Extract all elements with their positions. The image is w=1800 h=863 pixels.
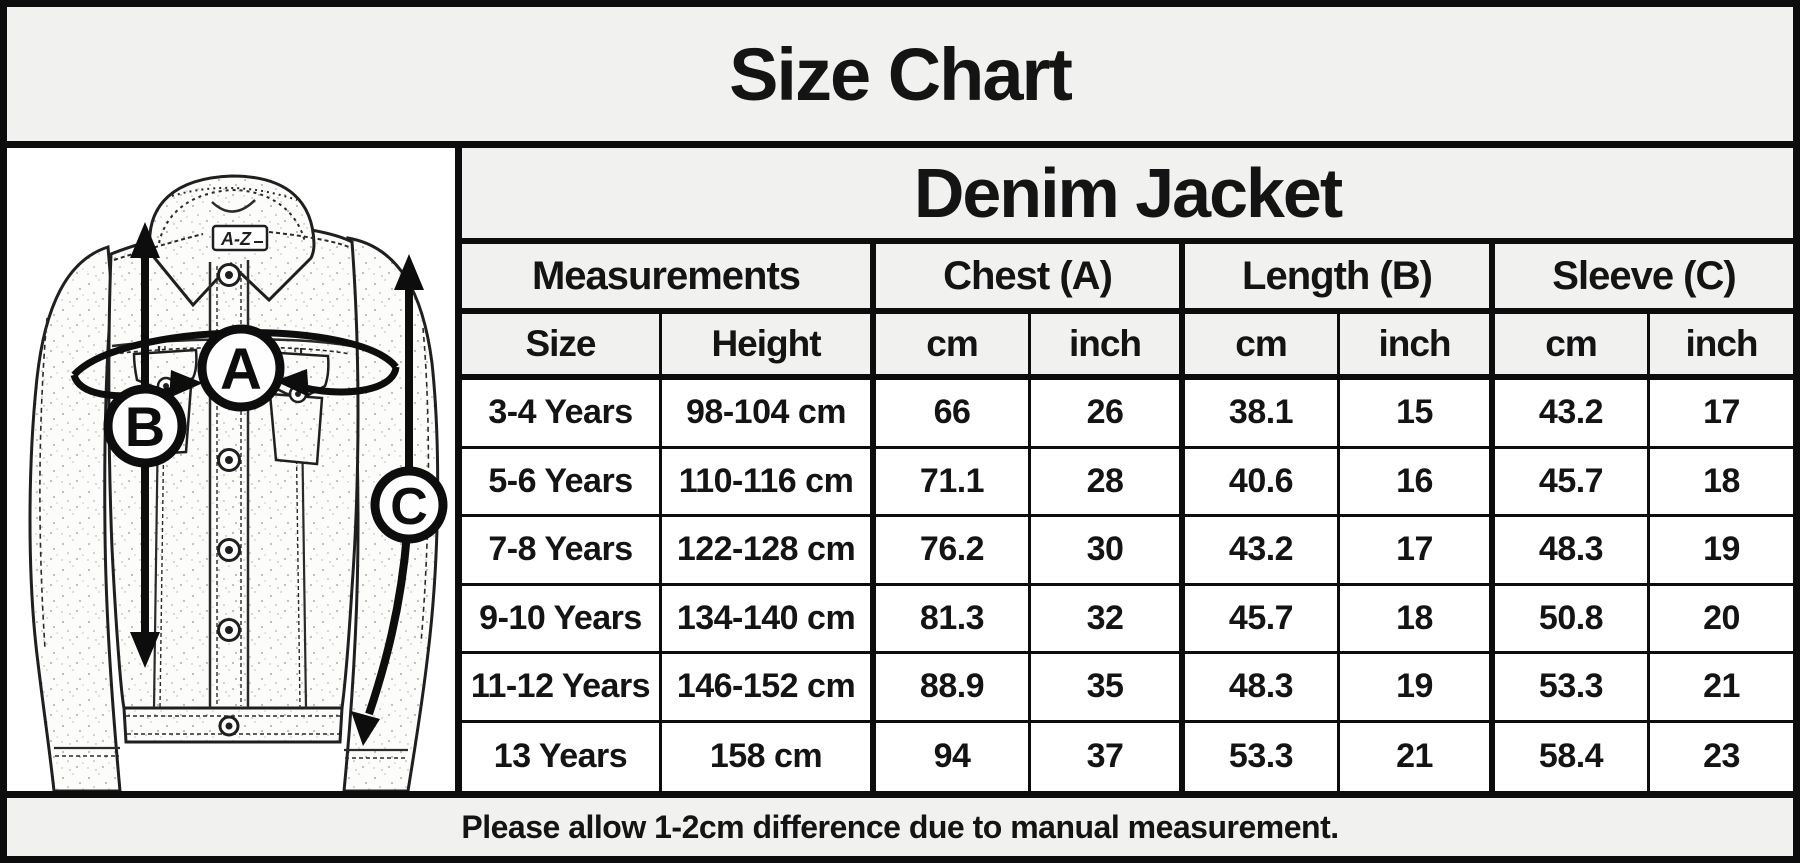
table-cell: 18: [1340, 585, 1495, 654]
arrow-a-left-head: [169, 370, 203, 398]
jacket-illustration: A-Z: [28, 174, 448, 791]
col-header-sleeve-cm: cm: [1495, 314, 1650, 380]
product-title: Denim Jacket: [462, 148, 1793, 244]
table-cell: 40.6: [1185, 448, 1340, 517]
table-cell: 5-6 Years: [462, 448, 662, 517]
col-header-height: Height: [662, 314, 876, 380]
measurement-disclaimer: Please allow 1-2cm difference due to man…: [461, 808, 1339, 845]
table-cell: 110-116 cm: [662, 448, 876, 517]
col-header-size: Size: [462, 314, 662, 380]
table-cell: 35: [1031, 654, 1185, 723]
col-header-sleeve-inch: inch: [1650, 314, 1793, 380]
table-cell: 28: [1031, 448, 1185, 517]
table-cell: 45.7: [1185, 585, 1340, 654]
table-cell: 43.2: [1495, 380, 1650, 449]
label-b: B: [125, 395, 165, 458]
arrow-a-right-head: [275, 369, 309, 397]
table-cell: 48.3: [1495, 517, 1650, 586]
table-cell: 26: [1031, 380, 1185, 449]
table-cell: 13 Years: [462, 722, 662, 791]
brand-label: A-Z: [211, 224, 269, 252]
table-cell: 18: [1650, 448, 1793, 517]
group-header-sleeve: Sleeve (C): [1495, 244, 1793, 314]
table-cell: 3-4 Years: [462, 380, 662, 449]
table-cell: 146-152 cm: [662, 654, 876, 723]
table-cell: 32: [1031, 585, 1185, 654]
measurement-labels: A B C: [103, 324, 448, 544]
table-cell: 158 cm: [662, 722, 876, 791]
table-cell: 15: [1340, 380, 1495, 449]
table-cell: 43.2: [1185, 517, 1340, 586]
table-cell: 21: [1650, 654, 1793, 723]
table-cell: 45.7: [1495, 448, 1650, 517]
jacket-panel: A-Z: [7, 148, 462, 791]
table-cell: 17: [1650, 380, 1793, 449]
jacket-left-sleeve: [28, 244, 122, 791]
group-header-chest: Chest (A): [876, 244, 1185, 314]
table-cell: 16: [1340, 448, 1495, 517]
table-cell: 134-140 cm: [662, 585, 876, 654]
label-a: A: [220, 337, 262, 402]
measurement-arrow-c: [351, 254, 424, 746]
table-cell: 20: [1650, 585, 1793, 654]
col-header-length-cm: cm: [1185, 314, 1340, 380]
group-header-length: Length (B): [1185, 244, 1495, 314]
table-cell: 11-12 Years: [462, 654, 662, 723]
table-cell: 19: [1650, 517, 1793, 586]
table-cell: 50.8: [1495, 585, 1650, 654]
table-cell: 122-128 cm: [662, 517, 876, 586]
table-cell: 58.4: [1495, 722, 1650, 791]
table-cell: 98-104 cm: [662, 380, 876, 449]
table-cell: 38.1: [1185, 380, 1340, 449]
table-cell: 53.3: [1495, 654, 1650, 723]
title-bar: Size Chart: [7, 7, 1793, 148]
col-header-chest-cm: cm: [876, 314, 1031, 380]
label-c: C: [390, 478, 428, 536]
table-cell: 53.3: [1185, 722, 1340, 791]
content-area: A-Z: [7, 148, 1793, 791]
table-cell: 7-8 Years: [462, 517, 662, 586]
table-cell: 88.9: [876, 654, 1031, 723]
group-header-measurements: Measurements: [462, 244, 876, 314]
table-cell: 21: [1340, 722, 1495, 791]
front-buttons: [217, 263, 241, 737]
brand-label-text: A-Z: [220, 229, 252, 249]
size-table: Denim Jacket Measurements Chest (A) Leng…: [462, 148, 1793, 791]
table-cell: 30: [1031, 517, 1185, 586]
footer-bar: Please allow 1-2cm difference due to man…: [7, 791, 1793, 856]
col-header-length-inch: inch: [1340, 314, 1495, 380]
page-title: Size Chart: [729, 32, 1073, 116]
table-cell: 76.2: [876, 517, 1031, 586]
table-cell: 66: [876, 380, 1031, 449]
col-header-chest-inch: inch: [1031, 314, 1185, 380]
table-cell: 17: [1340, 517, 1495, 586]
table-cell: 81.3: [876, 585, 1031, 654]
table-cell: 9-10 Years: [462, 585, 662, 654]
table-cell: 37: [1031, 722, 1185, 791]
table-cell: 19: [1340, 654, 1495, 723]
table-cell: 71.1: [876, 448, 1031, 517]
table-cell: 23: [1650, 722, 1793, 791]
table-cell: 48.3: [1185, 654, 1340, 723]
table-cell: 94: [876, 722, 1031, 791]
